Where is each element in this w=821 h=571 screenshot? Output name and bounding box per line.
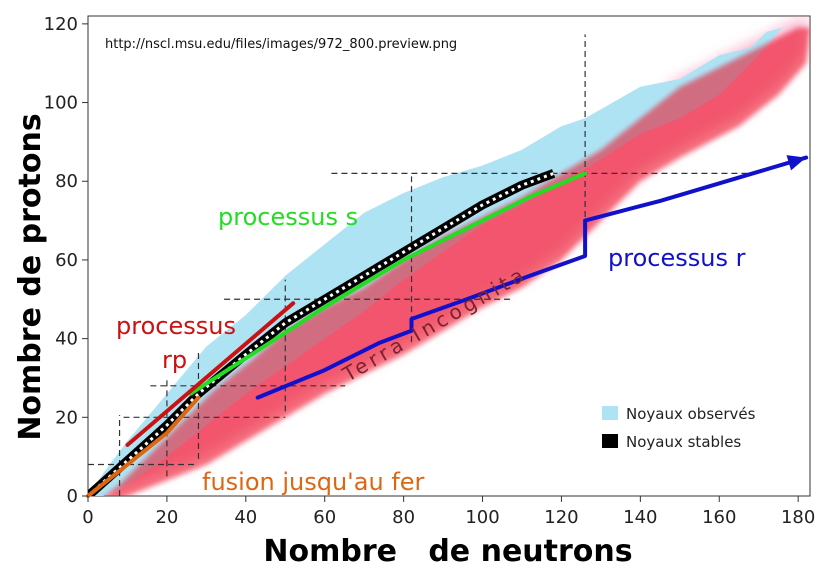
process-r-label: processus r bbox=[608, 244, 746, 272]
process-path-0 bbox=[188, 171, 588, 396]
y-axis-title: Nombre de protons bbox=[13, 113, 48, 440]
fusion-label: fusion jusqu'au fer bbox=[202, 468, 425, 496]
x-tick-label: 40 bbox=[234, 507, 257, 528]
y-tick-label: 0 bbox=[67, 486, 78, 507]
legend-swatch-stable bbox=[602, 434, 618, 448]
x-tick-label: 160 bbox=[702, 507, 736, 528]
predicted-region-core bbox=[105, 27, 810, 496]
legend: Noyaux observés Noyaux stables bbox=[602, 405, 756, 451]
process-rp-label-line2: rp bbox=[162, 346, 187, 374]
legend-label-stable: Noyaux stables bbox=[626, 433, 741, 451]
y-tick-label: 60 bbox=[55, 250, 78, 271]
x-tick-label: 60 bbox=[313, 507, 336, 528]
y-tick-label: 20 bbox=[55, 407, 78, 428]
process-path-3 bbox=[86, 395, 201, 498]
process-path-1 bbox=[255, 155, 809, 400]
source-url: http://nscl.msu.edu/files/images/972_800… bbox=[105, 37, 457, 52]
process-path-2 bbox=[125, 301, 296, 447]
y-tick-label: 120 bbox=[44, 14, 78, 35]
x-tick-label: 180 bbox=[781, 507, 815, 528]
x-axis-title: Nombre de neutrons bbox=[263, 534, 632, 569]
y-tick-label: 100 bbox=[44, 93, 78, 114]
y-tick-label: 80 bbox=[55, 171, 78, 192]
x-tick-label: 80 bbox=[392, 507, 415, 528]
process-r-arrowhead bbox=[786, 155, 807, 171]
x-tick-label: 120 bbox=[544, 507, 578, 528]
legend-swatch-observed bbox=[602, 406, 618, 420]
x-tick-label: 0 bbox=[82, 507, 93, 528]
x-tick-label: 140 bbox=[623, 507, 657, 528]
process-s-label: processus s bbox=[218, 203, 358, 231]
process-rp-label-line1: processus bbox=[116, 312, 236, 340]
x-tick-label: 20 bbox=[155, 507, 178, 528]
legend-label-observed: Noyaux observés bbox=[626, 405, 756, 423]
x-tick-label: 100 bbox=[465, 507, 499, 528]
stable-nuclei-texture bbox=[88, 171, 555, 496]
y-tick-label: 40 bbox=[55, 329, 78, 350]
